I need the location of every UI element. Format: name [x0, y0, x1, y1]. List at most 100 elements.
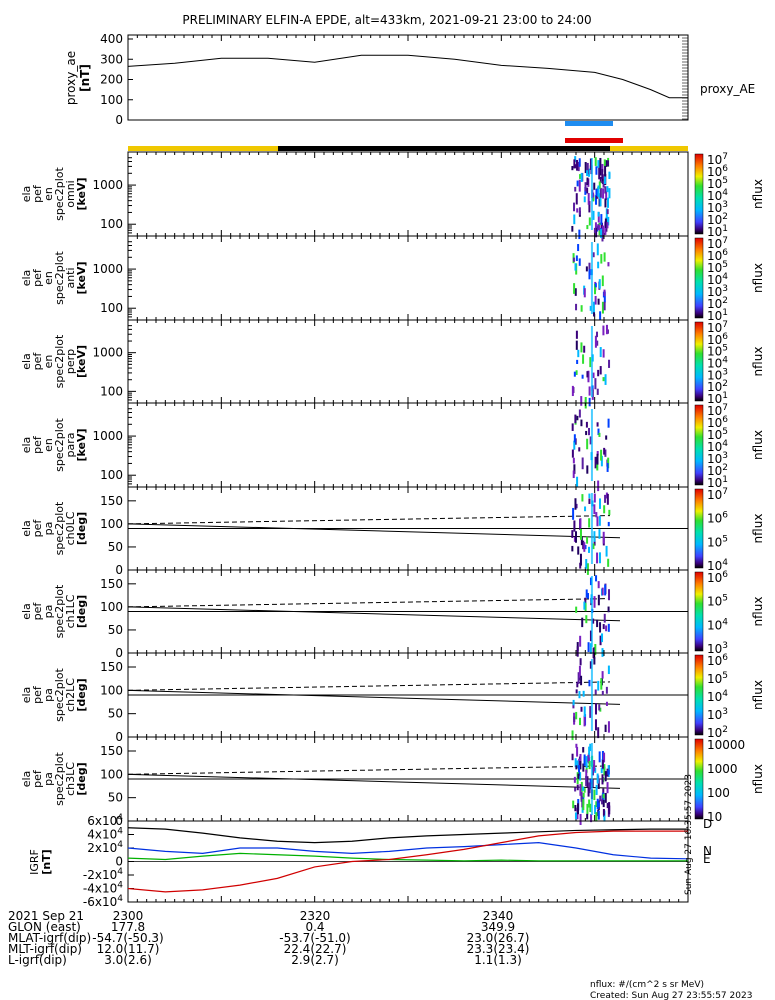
- spectrogram-pixel: [596, 453, 599, 465]
- panel-ylabel: omni: [64, 180, 77, 207]
- panel-ylabel: pef: [31, 435, 44, 454]
- spectrogram-pixel: [597, 680, 600, 691]
- colorbar: [694, 488, 704, 569]
- spectrogram-pixel: [581, 617, 584, 628]
- colorbar-tick-label: 105: [707, 427, 728, 442]
- panel-ylabel: pa: [42, 772, 55, 786]
- panel-ylabel: spec2plot: [53, 584, 66, 638]
- spectrogram-pixel: [573, 159, 576, 169]
- spectrogram-pixel: [607, 262, 610, 267]
- spectrogram-pixel: [586, 170, 589, 177]
- spectrogram-pixel: [601, 275, 604, 287]
- spectrogram-pixel: [597, 369, 600, 377]
- panel-ylabel: spec2plot: [53, 334, 66, 388]
- footer-value: 12.0(11.7): [97, 942, 160, 956]
- spectrogram-pixel: [575, 340, 578, 350]
- sunlight-bar-start: [128, 146, 278, 151]
- panel-ylabel: pa: [42, 605, 55, 619]
- spectrogram-pixel: [585, 615, 588, 624]
- spectrogram-pixel: [601, 750, 604, 761]
- spectrogram-pixel: [575, 606, 578, 613]
- igrf-tick-label: -6x104: [83, 894, 123, 909]
- spectrogram-pixel: [599, 187, 602, 198]
- spectrogram-pixel: [602, 349, 605, 358]
- spectrogram-pixel: [607, 216, 610, 226]
- spectrogram-pixel: [604, 792, 607, 803]
- spectrogram-pixel: [574, 498, 577, 510]
- side-timestamp: Sun Aug 27 16:35:57 2023: [684, 774, 694, 895]
- pitch-tick-label: 50: [108, 791, 123, 805]
- spectrogram-pixel: [594, 283, 597, 288]
- igrf-tick-label: 2x104: [87, 840, 123, 855]
- spectrogram-pixel: [571, 753, 574, 761]
- energy-tick-label: 1000: [92, 346, 123, 360]
- spectrogram-pixel: [581, 457, 584, 470]
- panel-ylabel: en: [42, 187, 55, 201]
- spectrogram-pixel: [593, 760, 596, 772]
- panel-ylabel: [keV]: [75, 177, 88, 210]
- spectrogram-pixel: [589, 743, 592, 752]
- spectrogram-pixel: [596, 552, 599, 564]
- spectrogram-pixel: [597, 261, 600, 269]
- spectrogram-pixel: [593, 227, 596, 233]
- igrf-series-line: [127, 830, 688, 893]
- spectrogram-pixel: [594, 456, 597, 469]
- spectrogram-pixel: [603, 752, 606, 763]
- spectrogram-pixel: [589, 706, 592, 718]
- spectrogram-pixel: [592, 301, 595, 313]
- spectrogram-pixel: [595, 195, 598, 205]
- proxy-ae-frame: [127, 34, 689, 121]
- spectrogram-pixel: [594, 689, 597, 695]
- colorbar-tick-label: 105: [707, 260, 728, 275]
- spectrogram-pixel: [576, 359, 579, 364]
- spectrogram-pixel: [594, 157, 597, 166]
- spectrogram-core: [590, 158, 593, 230]
- spectrogram-pixel: [581, 374, 584, 379]
- spectrogram-pixel: [586, 371, 589, 378]
- spectrogram-pixel: [608, 359, 611, 368]
- pitch-tick-label: 150: [100, 494, 123, 508]
- colorbar: [694, 153, 704, 235]
- spectrogram-pixel: [578, 229, 581, 240]
- spectrogram-pixel: [591, 764, 594, 776]
- panel-ylabel: [keV]: [75, 261, 88, 294]
- spectrogram-pixel: [595, 703, 598, 715]
- spectrogram-pixel: [584, 602, 587, 612]
- spectrogram-pixel: [605, 225, 608, 232]
- spectrogram-pixel: [594, 719, 597, 731]
- colorbar-tick-label: 102: [707, 212, 728, 227]
- colorbar-title: nflux: [751, 597, 765, 627]
- spectrogram-pixel: [595, 512, 598, 518]
- spectrogram-pixel: [574, 414, 577, 424]
- spectrogram-pixel: [573, 371, 576, 377]
- spectrogram-pixel: [602, 325, 605, 336]
- colorbar-tick-label: 104: [707, 558, 728, 573]
- spectrogram-pixel: [579, 784, 582, 796]
- panel-ylabel: en: [42, 271, 55, 285]
- panel-ylabel: [deg]: [75, 762, 88, 795]
- footer-value: 2.9(2.7): [291, 953, 339, 967]
- anti-loss-cone-line: [127, 598, 611, 608]
- colorbar-title: nflux: [751, 430, 765, 460]
- spectrogram-pixel: [592, 618, 595, 624]
- panel-ylabel: en: [42, 355, 55, 369]
- spectrogram-pixel: [589, 165, 592, 170]
- energy-tick-label: 1000: [92, 262, 123, 276]
- science-zone-bar: [565, 121, 613, 126]
- spectrogram-pixel: [599, 157, 602, 167]
- spectrogram-pixel: [586, 803, 589, 815]
- spectrogram-pixel: [596, 773, 599, 784]
- footer-value: 3.0(2.6): [104, 953, 152, 967]
- spectrogram-pixel: [577, 773, 580, 779]
- panel-ylabel: ela: [20, 270, 33, 287]
- footer-value: -54.7(-50.3): [92, 931, 163, 945]
- spectrogram-pixel: [576, 803, 579, 815]
- spectrogram-pixel: [586, 162, 589, 175]
- spectrogram-pixel: [577, 244, 580, 252]
- spectrogram-pixel: [576, 760, 579, 769]
- spectrogram-pixel: [573, 214, 576, 225]
- spectrogram-pixel: [588, 679, 591, 687]
- spectrogram-pixel: [607, 606, 610, 613]
- spectrogram-pixel: [600, 449, 603, 461]
- spectrogram-pixel: [577, 546, 580, 555]
